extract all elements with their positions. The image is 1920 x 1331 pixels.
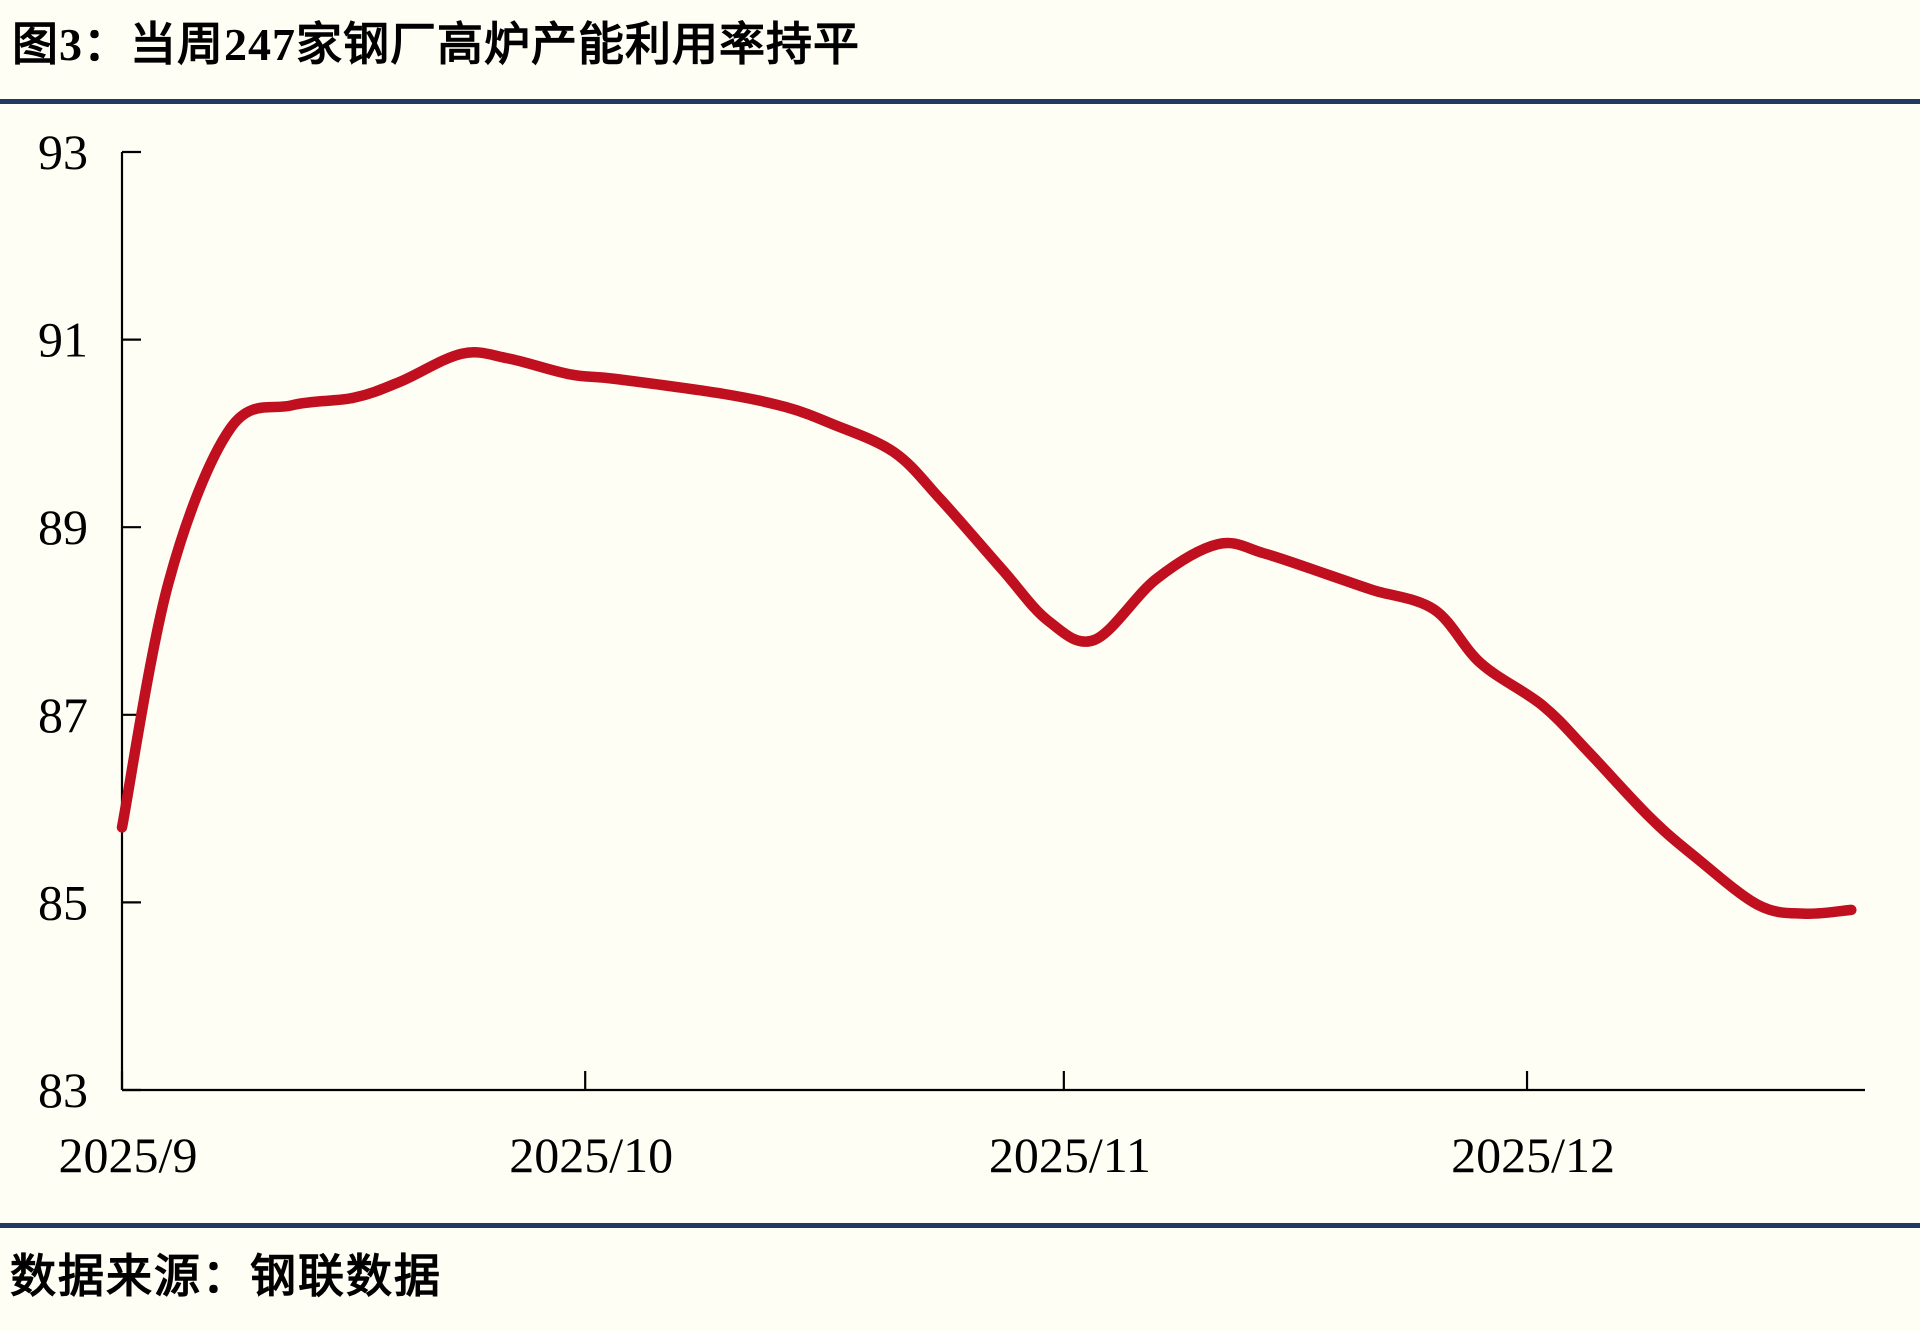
figure-title: 图3：当周247家钢厂高炉产能利用率持平 xyxy=(12,19,860,70)
y-axis-tick-label: 85 xyxy=(38,874,88,930)
y-axis-tick-label: 89 xyxy=(38,499,88,555)
y-axis-tick-label: 83 xyxy=(38,1062,88,1118)
x-axis-tick-label: 2025/9 xyxy=(59,1127,198,1183)
utilization-series-line xyxy=(116,347,1857,920)
x-axis-tick-label: 2025/11 xyxy=(989,1127,1151,1183)
y-axis-tick-label: 91 xyxy=(38,312,88,368)
data-source-note: 数据来源：钢联数据 xyxy=(10,1251,442,1302)
top-divider-rule xyxy=(0,99,1920,104)
x-axis-tick-label: 2025/12 xyxy=(1451,1127,1615,1183)
y-axis-tick-label: 93 xyxy=(38,124,88,180)
x-axis-tick-label: 2025/10 xyxy=(509,1127,673,1183)
bottom-divider-rule xyxy=(0,1223,1920,1228)
y-axis-tick-label: 87 xyxy=(38,687,88,743)
